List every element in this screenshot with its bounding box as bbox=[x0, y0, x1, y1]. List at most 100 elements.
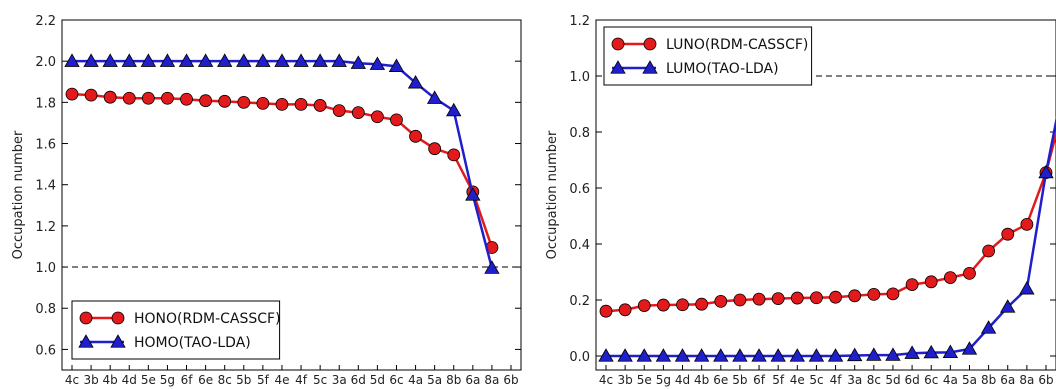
data-point bbox=[428, 142, 442, 156]
x-tick-label: 3a bbox=[332, 373, 347, 387]
legend-marker bbox=[643, 37, 657, 51]
data-point bbox=[217, 53, 233, 67]
y-tick-label: 1.4 bbox=[35, 179, 56, 194]
x-tick-label: 6c bbox=[924, 373, 938, 387]
data-point bbox=[693, 348, 710, 362]
data-point bbox=[810, 291, 823, 305]
x-tick-label: 4e bbox=[274, 373, 289, 387]
x-tick-label: 4f bbox=[830, 373, 843, 387]
legend-marker bbox=[78, 334, 94, 348]
data-point bbox=[598, 348, 614, 362]
data-point bbox=[313, 99, 327, 112]
y-axis-title: Occupation number bbox=[11, 130, 26, 259]
data-point bbox=[180, 92, 193, 106]
data-point bbox=[293, 53, 309, 67]
data-point bbox=[218, 94, 232, 108]
x-tick-label: 5b bbox=[236, 373, 251, 387]
legend-marker bbox=[111, 311, 125, 325]
x-tick-label: 6e bbox=[198, 373, 213, 387]
data-point bbox=[1001, 227, 1015, 241]
legend-marker bbox=[610, 60, 626, 74]
data-point bbox=[407, 74, 424, 89]
x-tick-label: 5a bbox=[427, 373, 442, 387]
data-point bbox=[178, 53, 195, 67]
data-point bbox=[369, 56, 386, 70]
x-tick-label: 5g bbox=[160, 373, 175, 387]
data-point bbox=[256, 96, 270, 110]
series-2 bbox=[598, 115, 1056, 362]
data-point bbox=[255, 53, 271, 67]
data-point bbox=[636, 348, 652, 362]
data-point bbox=[982, 244, 996, 258]
data-point bbox=[656, 298, 670, 312]
x-tick-label: 4b bbox=[103, 373, 118, 387]
data-point bbox=[294, 98, 308, 111]
data-point bbox=[102, 53, 118, 67]
x-tick-label: 6a bbox=[1000, 373, 1015, 387]
data-point bbox=[676, 298, 689, 312]
data-point bbox=[867, 287, 881, 301]
y-tick-label: 0.6 bbox=[569, 182, 590, 197]
data-point bbox=[980, 320, 997, 334]
data-point bbox=[942, 344, 959, 359]
x-tick-label: 5c bbox=[313, 373, 327, 387]
x-tick-label: 3b bbox=[617, 373, 632, 387]
y-tick-label: 2.2 bbox=[35, 14, 56, 29]
data-point bbox=[714, 294, 728, 308]
series-1 bbox=[65, 87, 499, 254]
data-point bbox=[752, 292, 766, 306]
data-point bbox=[789, 348, 805, 362]
x-tick-label: 5d bbox=[370, 373, 385, 387]
data-point bbox=[618, 303, 632, 317]
data-point bbox=[122, 91, 136, 105]
x-tick-label: 3a bbox=[847, 373, 862, 387]
data-point bbox=[790, 291, 804, 305]
data-point bbox=[121, 53, 137, 67]
data-point bbox=[140, 53, 157, 67]
data-point bbox=[447, 148, 461, 162]
x-tick-label: 6a bbox=[465, 373, 480, 387]
x-tick-label: 6d bbox=[351, 373, 366, 387]
series-2 bbox=[64, 53, 500, 274]
data-point bbox=[771, 292, 785, 306]
x-tick-label: 8b bbox=[446, 373, 461, 387]
legend-label: LUNO(RDM-CASSCF) bbox=[666, 37, 808, 53]
legend-marker bbox=[611, 37, 625, 51]
data-point bbox=[275, 98, 289, 111]
x-tick-label: 5d bbox=[885, 373, 900, 387]
y-tick-label: 0.8 bbox=[35, 302, 56, 317]
x-tick-label: 5e bbox=[141, 373, 156, 387]
y-tick-label: 0.2 bbox=[569, 294, 590, 309]
x-tick-label: 5b bbox=[732, 373, 747, 387]
data-point bbox=[829, 290, 842, 304]
data-point bbox=[1019, 280, 1035, 295]
data-point bbox=[84, 88, 98, 102]
data-point bbox=[886, 287, 900, 301]
data-point bbox=[237, 95, 251, 109]
data-point bbox=[274, 53, 290, 67]
legend-label: LUMO(TAO-LDA) bbox=[666, 61, 779, 77]
legend-box bbox=[71, 300, 281, 360]
data-point bbox=[388, 58, 405, 72]
x-tick-label: 6b bbox=[503, 373, 518, 387]
y-tick-label: 1.0 bbox=[569, 70, 590, 85]
x-tick-label: 3b bbox=[83, 373, 98, 387]
data-point bbox=[83, 53, 99, 67]
x-tick-label: 4a bbox=[943, 373, 958, 387]
legend: HONO(RDM-CASSCF) HOMO(TAO-LDA) bbox=[71, 300, 281, 360]
data-point bbox=[390, 113, 403, 127]
data-point bbox=[905, 278, 919, 292]
legend: LUNO(RDM-CASSCF) LUMO(TAO-LDA) bbox=[603, 26, 813, 86]
data-point bbox=[637, 299, 651, 313]
data-point bbox=[312, 53, 328, 67]
data-point bbox=[236, 53, 252, 67]
x-tick-label: 5f bbox=[257, 373, 270, 387]
data-point bbox=[866, 347, 882, 361]
data-point bbox=[848, 289, 862, 303]
x-tick-label: 8c bbox=[218, 373, 232, 387]
data-point bbox=[331, 53, 347, 67]
x-tick-label: 6e bbox=[713, 373, 728, 387]
legend-box bbox=[603, 26, 813, 86]
data-point bbox=[770, 348, 786, 362]
x-tick-label: 4f bbox=[295, 373, 308, 387]
